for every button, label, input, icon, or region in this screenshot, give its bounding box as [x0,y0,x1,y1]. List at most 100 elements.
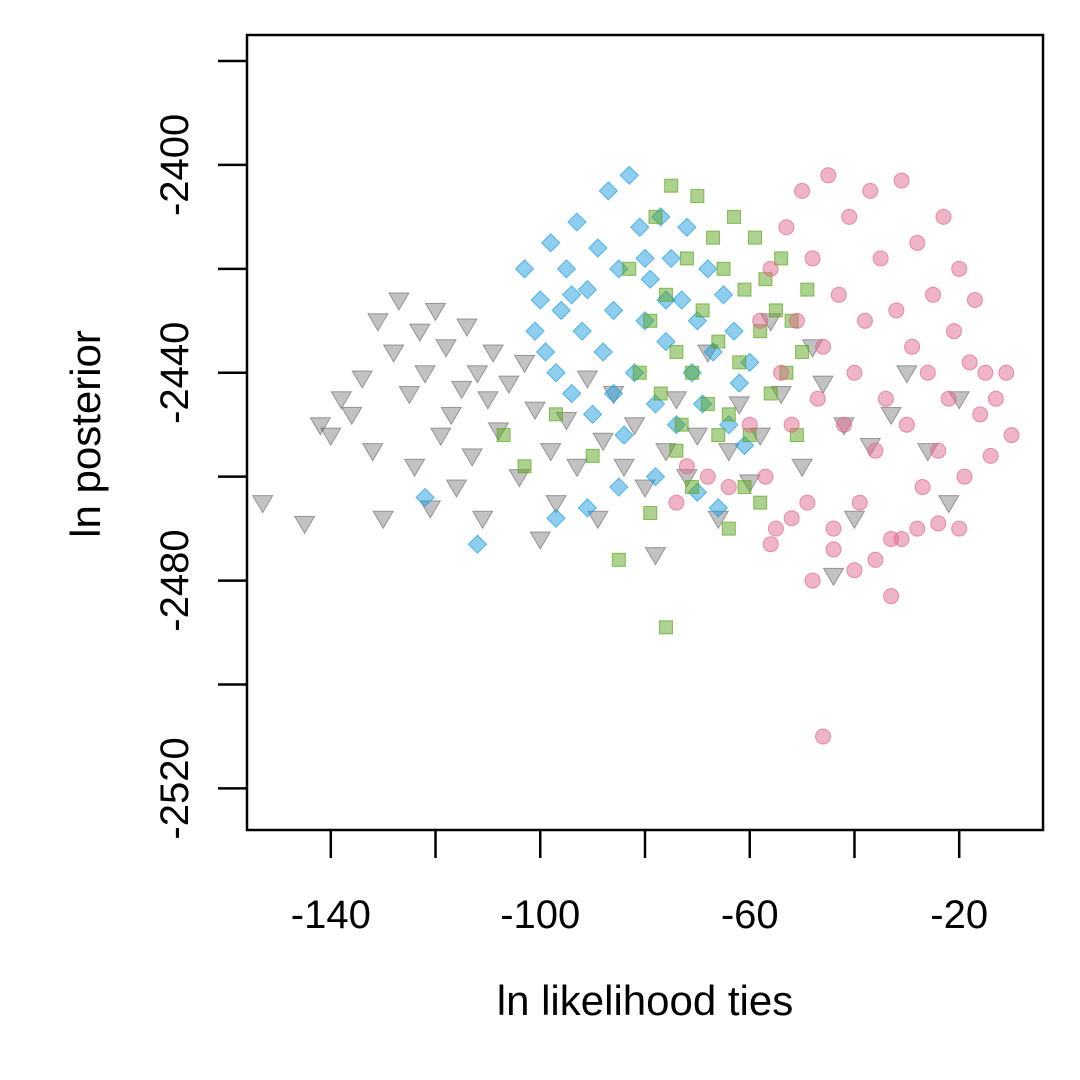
data-point-triangle-down [665,391,688,410]
data-point-triangle-down [880,406,903,426]
data-point-diamond [514,259,535,279]
data-point-circle [767,520,784,537]
data-point-circle [741,416,758,433]
data-point-square [690,189,705,204]
data-point-circle [836,416,852,433]
data-point-triangle-down [361,443,384,462]
data-point-circle [930,442,947,459]
data-point-square [679,251,694,266]
data-point-square [732,355,747,370]
data-point-square [711,334,726,349]
data-point-circle [1003,427,1020,444]
data-point-square [664,178,679,193]
data-point-square [716,261,731,276]
data-point-diamond [567,212,587,232]
data-point-circle [893,172,910,189]
x-axis: -140 -100 -60 -20 [291,830,988,937]
data-point-square [747,230,762,245]
data-point-diamond [593,342,613,362]
data-point-circle [904,338,921,355]
data-point-circle [799,494,816,511]
data-point-triangle-down [293,515,316,535]
data-point-square [695,303,710,318]
data-point-square [774,251,789,266]
data-point-diamond [577,279,598,300]
data-point-triangle-down [251,495,274,514]
data-point-diamond [577,498,598,518]
data-point-triangle-down [728,396,751,415]
data-point-triangle-down [445,479,468,499]
data-point-diamond [614,425,634,445]
data-point-triangle-down [450,380,473,400]
data-point-square [706,230,721,245]
data-point-square [721,407,736,422]
data-point-diamond [724,321,744,341]
data-point-circle [815,338,832,355]
data-point-circle [804,250,821,267]
data-point-circle [783,416,800,433]
data-point-circle [825,541,842,558]
data-point-square [658,287,673,302]
data-point-triangle-down [717,443,740,462]
data-point-triangle-down [513,354,536,374]
data-point-triangle-down [613,458,635,478]
data-point-diamond [698,259,718,279]
data-point-diamond [729,373,749,393]
data-point-diamond [713,285,734,305]
data-point-circle [956,468,973,485]
data-point-diamond [645,466,666,487]
data-point-square [763,386,778,401]
data-point-diamond [467,534,488,554]
data-point-triangle-down [403,458,426,478]
data-point-circle [945,323,962,340]
data-point-circle [778,219,795,236]
data-point-triangle-down [843,510,866,530]
data-point-triangle-down [429,427,452,447]
data-point-triangle-down [937,495,960,514]
data-point-triangle-down [372,510,395,530]
data-point-diamond [661,248,681,269]
data-point-circle [909,234,926,251]
data-point-circle [841,208,858,225]
y-tick-label: -2520 [153,737,197,839]
data-point-diamond [556,259,577,279]
data-point-triangle-down [477,391,499,410]
data-point-square [611,552,626,567]
data-point-circle [867,551,884,568]
data-point-triangle-down [586,510,609,530]
data-point-triangle-down [319,427,342,447]
data-point-circle [862,182,879,199]
data-point-diamond [708,498,729,518]
data-point-square [737,282,752,297]
data-point-circle [788,312,805,329]
x-tick-label: -60 [721,893,779,937]
data-point-triangle-down [524,401,546,421]
data-point-square [622,261,637,276]
data-point-square [669,344,684,359]
data-point-triangle-down [822,567,845,587]
data-point-triangle-down [592,432,614,452]
data-point-circle [851,494,868,511]
data-point-diamond [525,321,545,341]
data-point-circle [966,292,983,308]
data-point-circle [668,494,685,511]
points-layer [251,165,1020,745]
data-point-circle [720,479,737,496]
data-point-triangle-down [351,370,374,389]
data-point-circle [809,390,826,407]
data-point-square [674,417,689,432]
data-point-square [643,506,658,521]
data-point-triangle-down [424,302,447,322]
y-axis: -2520 -2480 -2440 -2400 [153,59,247,840]
data-point-circle [752,312,769,329]
data-point-circle [925,286,942,303]
data-point-triangle-down [529,531,552,551]
data-point-circle [935,208,952,225]
data-point-circle [872,250,889,267]
data-point-diamond [551,300,571,321]
data-point-circle [762,260,779,277]
data-point-triangle-down [539,443,562,462]
data-point-diamond [640,269,660,289]
y-axis-title: ln posterior [62,330,109,538]
data-point-diamond [677,217,697,237]
